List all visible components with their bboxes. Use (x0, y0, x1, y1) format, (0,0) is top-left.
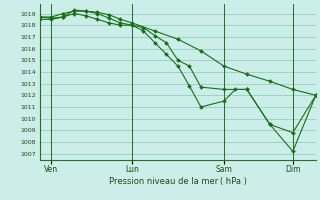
X-axis label: Pression niveau de la mer ( hPa ): Pression niveau de la mer ( hPa ) (109, 177, 247, 186)
